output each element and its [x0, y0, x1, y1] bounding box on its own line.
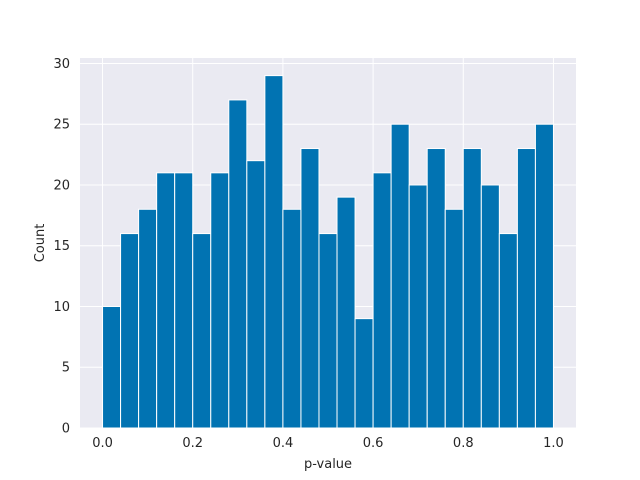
histogram-bar [138, 208, 158, 429]
y-tick-label: 0 [62, 422, 70, 437]
histogram-bar [102, 305, 122, 429]
x-tick-label: 0.0 [92, 436, 113, 451]
y-tick-label: 25 [53, 118, 70, 133]
histogram-bar [516, 148, 536, 429]
y-tick-label: 30 [53, 57, 70, 72]
histogram-bar [174, 172, 194, 429]
bars [102, 75, 554, 429]
histogram-bar [336, 196, 356, 429]
x-tick-label: 0.2 [182, 436, 203, 451]
histogram-bar [210, 172, 230, 429]
histogram-bar [156, 172, 176, 429]
x-tick-label: 0.8 [453, 436, 474, 451]
x-tick-label: 0.6 [363, 436, 384, 451]
histogram-bar [372, 172, 392, 429]
histogram-bar [534, 123, 554, 429]
histogram-bar [444, 208, 464, 429]
y-tick-labels: 0 5 10 15 20 25 30 [53, 57, 70, 437]
histogram-bar [462, 148, 482, 429]
histogram-bar [408, 184, 428, 429]
histogram-bar [246, 160, 266, 429]
histogram-bar [390, 123, 410, 429]
y-tick-label: 15 [53, 239, 70, 254]
x-axis-label: p-value [304, 457, 352, 472]
y-tick-label: 10 [53, 300, 70, 315]
y-tick-label: 20 [53, 178, 70, 193]
x-tick-label: 0.4 [273, 436, 294, 451]
histogram-bar [480, 184, 500, 429]
y-tick-label: 5 [62, 361, 70, 376]
histogram-bar [354, 318, 374, 429]
histogram-bar [498, 233, 518, 429]
histogram-bar [120, 233, 140, 429]
y-axis-label: Count [33, 224, 48, 263]
histogram-bar [426, 148, 446, 429]
histogram-bar [300, 148, 320, 429]
histogram-bar [282, 208, 302, 429]
histogram-bar [264, 75, 284, 429]
x-tick-label: 1.0 [543, 436, 564, 451]
x-tick-labels: 0.0 0.2 0.4 0.6 0.8 1.0 [92, 436, 564, 451]
histogram-bar [318, 233, 338, 429]
histogram-bar [228, 99, 248, 429]
histogram-bar [192, 233, 212, 429]
